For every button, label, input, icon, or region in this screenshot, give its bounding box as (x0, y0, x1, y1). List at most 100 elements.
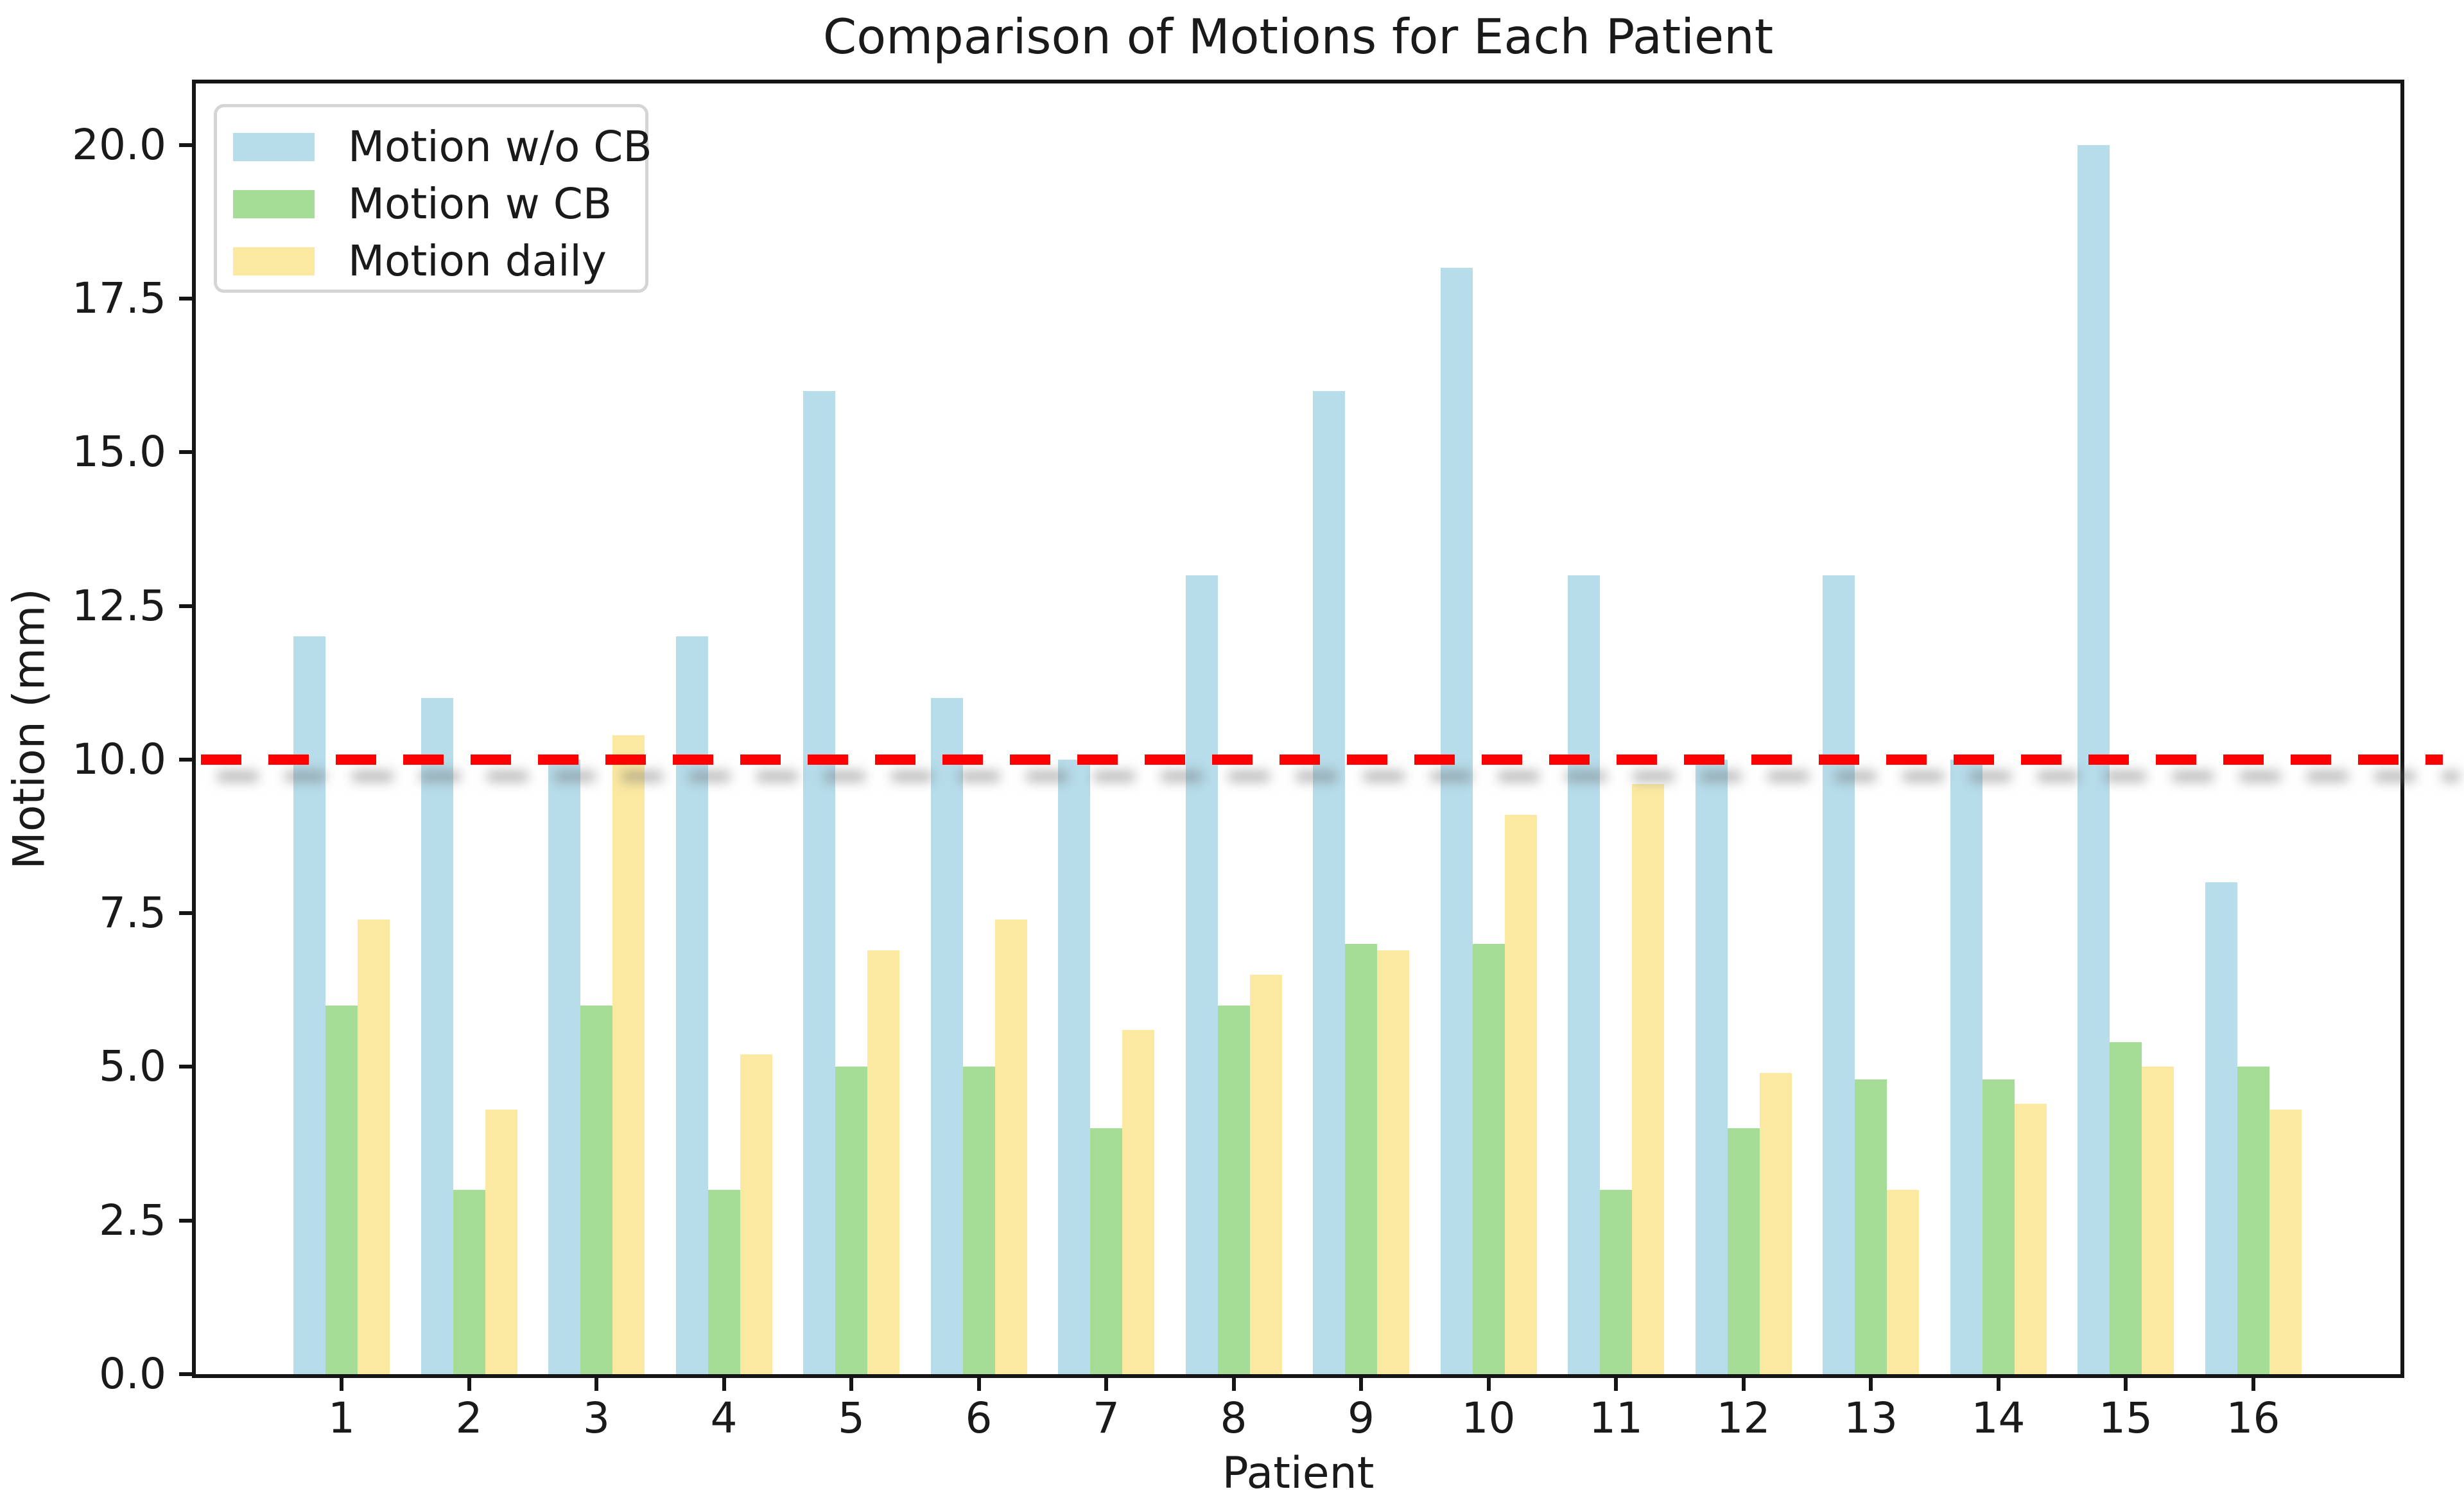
bar-motion-w-cb-patient-13 (1855, 1079, 1887, 1374)
bar-motion-w-o-cb-patient-10 (1440, 268, 1473, 1374)
x-tick-label-14: 14 (1971, 1393, 2026, 1443)
bar-motion-daily-patient-15 (2142, 1067, 2174, 1374)
bar-motion-w-o-cb-patient-2 (421, 698, 453, 1374)
y-tick-0.0 (179, 1372, 192, 1376)
bar-motion-w-o-cb-patient-4 (675, 636, 708, 1374)
x-tick-3 (594, 1378, 598, 1391)
bar-motion-w-o-cb-patient-8 (1185, 575, 1218, 1374)
bar-motion-w-cb-patient-11 (1600, 1189, 1632, 1374)
bar-motion-w-cb-patient-1 (325, 1005, 358, 1374)
x-tick-label-2: 2 (455, 1393, 483, 1443)
bar-motion-daily-patient-13 (1887, 1189, 1919, 1374)
bar-motion-w-cb-patient-10 (1472, 944, 1505, 1374)
y-tick-label-2.5: 2.5 (99, 1195, 166, 1245)
x-tick-label-3: 3 (583, 1393, 610, 1443)
x-tick-label-16: 16 (2226, 1393, 2280, 1443)
y-axis-label: Motion (mm) (4, 588, 55, 869)
bar-motion-w-cb-patient-5 (835, 1067, 867, 1374)
y-tick-label-7.5: 7.5 (99, 888, 166, 938)
x-tick-label-10: 10 (1461, 1393, 1516, 1443)
bar-motion-w-cb-patient-4 (707, 1189, 740, 1374)
bar-motion-daily-patient-5 (867, 950, 899, 1374)
x-tick-5 (849, 1378, 853, 1391)
y-tick-12.5 (179, 604, 192, 608)
bar-motion-daily-patient-3 (612, 735, 645, 1374)
bar-motion-w-o-cb-patient-5 (803, 390, 835, 1374)
x-tick-label-4: 4 (710, 1393, 738, 1443)
legend-item-1: Motion w CB (233, 180, 645, 228)
bar-motion-w-o-cb-patient-6 (930, 698, 963, 1374)
y-tick-20.0 (179, 143, 192, 147)
y-tick-label-15.0: 15.0 (72, 427, 166, 477)
bar-motion-daily-patient-10 (1504, 815, 1537, 1374)
x-tick-2 (467, 1378, 471, 1391)
y-tick-7.5 (179, 911, 192, 916)
y-tick-17.5 (179, 297, 192, 301)
bar-motion-w-cb-patient-16 (2237, 1067, 2269, 1374)
x-tick-12 (1741, 1378, 1746, 1391)
x-tick-label-5: 5 (838, 1393, 865, 1443)
y-tick-5.0 (179, 1065, 192, 1069)
legend-swatch-2 (233, 247, 315, 275)
x-axis-label: Patient (1222, 1448, 1375, 1499)
x-tick-label-13: 13 (1844, 1393, 1898, 1443)
x-tick-10 (1486, 1378, 1491, 1391)
bar-motion-daily-patient-12 (1759, 1073, 1792, 1374)
y-tick-label-10.0: 10.0 (72, 734, 166, 784)
y-tick-2.5 (179, 1218, 192, 1223)
y-tick-label-12.5: 12.5 (72, 580, 166, 631)
bar-motion-daily-patient-6 (994, 919, 1027, 1374)
y-tick-label-5.0: 5.0 (99, 1042, 166, 1092)
bar-motion-daily-patient-9 (1377, 950, 1409, 1374)
x-tick-15 (2124, 1378, 2128, 1391)
bar-motion-w-o-cb-patient-11 (1568, 575, 1600, 1374)
bar-motion-daily-patient-4 (740, 1054, 772, 1374)
bar-motion-w-o-cb-patient-9 (1313, 390, 1345, 1374)
legend-swatch-1 (233, 190, 315, 218)
bar-motion-w-o-cb-patient-16 (2205, 882, 2237, 1374)
x-tick-8 (1231, 1378, 1236, 1391)
bar-motion-w-o-cb-patient-13 (1823, 575, 1855, 1374)
bar-motion-w-cb-patient-14 (1982, 1079, 2015, 1374)
legend-item-0: Motion w/o CB (233, 123, 652, 171)
chart-title: Comparison of Motions for Each Patient (822, 8, 1774, 65)
x-tick-4 (722, 1378, 726, 1391)
bar-motion-daily-patient-7 (1122, 1030, 1154, 1374)
x-tick-9 (1359, 1378, 1363, 1391)
x-tick-label-1: 1 (328, 1393, 355, 1443)
y-tick-label-20.0: 20.0 (72, 119, 166, 170)
bar-motion-w-o-cb-patient-7 (1058, 759, 1090, 1374)
bar-motion-w-cb-patient-15 (2110, 1042, 2142, 1374)
x-tick-14 (1996, 1378, 2000, 1391)
y-tick-15.0 (179, 450, 192, 455)
bar-motion-w-cb-patient-12 (1727, 1128, 1760, 1374)
threshold-line (201, 754, 2443, 765)
bar-motion-w-o-cb-patient-3 (548, 759, 580, 1374)
bar-motion-w-cb-patient-7 (1090, 1128, 1122, 1374)
bar-motion-daily-patient-11 (1632, 784, 1664, 1374)
x-tick-16 (2251, 1378, 2255, 1391)
bar-motion-w-cb-patient-3 (580, 1005, 612, 1374)
x-tick-label-6: 6 (965, 1393, 993, 1443)
x-tick-label-11: 11 (1589, 1393, 1643, 1443)
bar-motion-w-cb-patient-6 (962, 1067, 995, 1374)
x-tick-11 (1614, 1378, 1618, 1391)
bar-motion-daily-patient-2 (485, 1110, 517, 1374)
y-tick-label-0.0: 0.0 (99, 1349, 166, 1399)
legend-label-0: Motion w/o CB (348, 122, 652, 171)
legend-item-2: Motion daily (233, 238, 645, 285)
y-tick-label-17.5: 17.5 (72, 274, 166, 323)
bar-motion-daily-patient-8 (1249, 974, 1282, 1374)
y-tick-10.0 (179, 757, 192, 762)
x-tick-13 (1869, 1378, 1873, 1391)
x-tick-label-8: 8 (1220, 1393, 1247, 1443)
x-tick-label-7: 7 (1093, 1393, 1120, 1443)
x-tick-label-12: 12 (1716, 1393, 1771, 1443)
x-tick-label-9: 9 (1348, 1393, 1375, 1443)
bar-motion-w-cb-patient-9 (1345, 944, 1377, 1374)
legend-label-2: Motion daily (348, 236, 607, 286)
bar-motion-w-o-cb-patient-12 (1695, 759, 1728, 1374)
legend-label-1: Motion w CB (348, 179, 612, 229)
